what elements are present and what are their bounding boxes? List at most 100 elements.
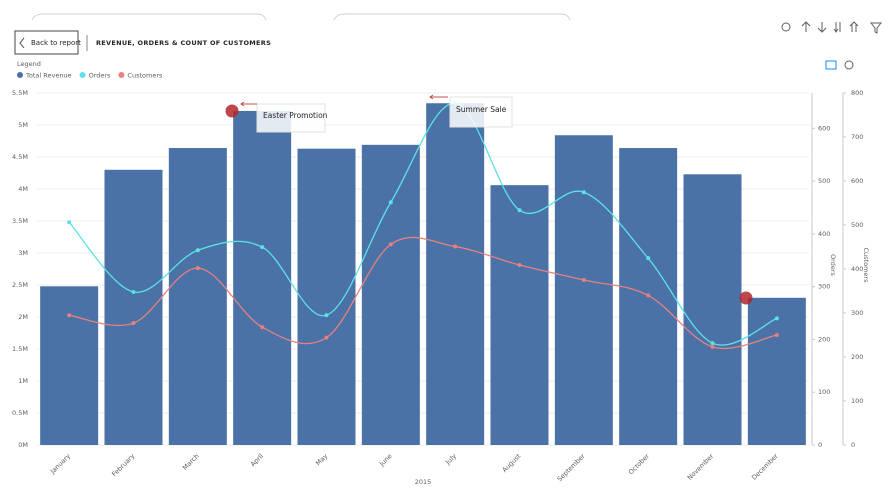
bar [490,185,549,445]
back-arrow [19,37,25,49]
y-tick-label: 5.5M [12,89,28,97]
y3-tick-label: 800 [851,89,863,97]
x-tick-label: May [314,452,329,467]
y3-tick-label: 100 [851,397,863,405]
settings-icon[interactable] [844,60,854,70]
line-point [324,335,329,340]
y-tick-label: 1.5M [12,345,28,353]
x-tick-label: December [750,452,780,482]
comment-icon[interactable] [825,60,837,70]
bar [361,144,420,445]
line-point [195,248,200,253]
annotation-dot [739,291,753,305]
y-tick-label: 4M [18,185,28,193]
annotation-box [256,103,326,133]
bar [297,148,356,445]
y-tick-label: 5M [18,121,28,129]
header-icons [781,21,883,70]
bar [168,148,227,446]
annotation-arrow [240,101,257,107]
line-point [324,313,329,318]
y2-axis-title: Orders [829,254,837,276]
y-tick-label: 2.5M [12,281,28,289]
expand-icon[interactable] [833,22,841,33]
y-tick-label: 3.5M [12,217,28,225]
y3-tick-label: 0 [851,441,855,449]
y3-axis-title: Customers [862,248,870,284]
y-tick-label: 2M [18,313,28,321]
y2-tick-label: 500 [818,177,830,185]
line-point [195,266,200,271]
back-button[interactable]: Back to report [14,30,81,55]
y3-tick-label: 300 [851,309,863,317]
y-tick-label: 3M [18,249,28,257]
y3-tick-label: 500 [851,221,863,229]
line-point [774,333,779,337]
annotation-text: Easter Promotion [263,111,328,120]
x-tick-label: April [249,452,265,468]
x-tick-label: March [181,452,201,472]
line-point [710,344,715,349]
y2-tick-label: 100 [818,388,830,396]
x-tick-label: November [686,452,716,482]
x-axis-title: 2015 [415,478,432,486]
filter-icon[interactable] [869,22,883,34]
bar [233,110,292,446]
legend-label: Orders [89,72,111,80]
back-button-frame[interactable] [14,30,79,55]
line-point [388,242,393,247]
line-point [131,289,136,294]
line-point [453,244,458,249]
legend-marker [79,72,86,78]
bar [426,103,485,446]
line-point [646,293,651,298]
down-icon[interactable] [817,22,827,33]
y3-tick-label: 400 [851,265,863,273]
up-icon[interactable] [801,21,811,32]
help-icon[interactable] [781,22,791,32]
y2-tick-label: 200 [818,335,830,343]
annotation-text: Summer Sale [456,105,507,114]
x-tick-label: June [377,452,393,468]
y2-tick-label: 400 [818,230,830,238]
x-tick-label: February [110,452,136,478]
y3-tick-label: 200 [851,353,863,361]
tab-outline [31,13,267,21]
line-point [517,208,522,213]
x-tick-label: July [443,452,458,467]
annotation-box [449,96,513,128]
annotation-arrow [429,94,448,100]
x-tick-label: August [501,452,523,474]
y2-tick-label: 600 [818,124,830,132]
line-point [581,278,586,282]
bar [683,174,742,445]
bar [40,286,99,445]
legend-marker [17,72,23,78]
x-tick-label: September [556,452,587,483]
line-point [260,325,265,330]
line-point [67,220,72,225]
drill-icon[interactable] [849,21,859,32]
annotation-dot [225,104,239,118]
y-tick-label: 1M [18,377,28,385]
y2-tick-label: 300 [818,283,830,291]
line-point [646,256,651,261]
line-point [260,245,265,250]
y-tick-label: 0M [18,441,28,449]
back-button-label[interactable]: Back to report [31,39,81,47]
legend-label: Customers [127,72,163,80]
chart-title: REVENUE, ORDERS & COUNT OF CUSTOMERS [96,39,271,47]
line-point [517,263,522,268]
y-tick-label: 4.5M [12,153,28,161]
x-tick-label: October [627,452,651,476]
legend-label: Total Revenue [25,72,72,80]
line-point [710,341,715,346]
y3-tick-label: 600 [851,177,863,185]
legend-marker [118,72,125,78]
y3-tick-label: 700 [851,133,863,141]
line-point [774,316,779,321]
line-point [581,190,586,195]
legend-title: Legend [17,60,41,68]
line-point [388,200,393,205]
